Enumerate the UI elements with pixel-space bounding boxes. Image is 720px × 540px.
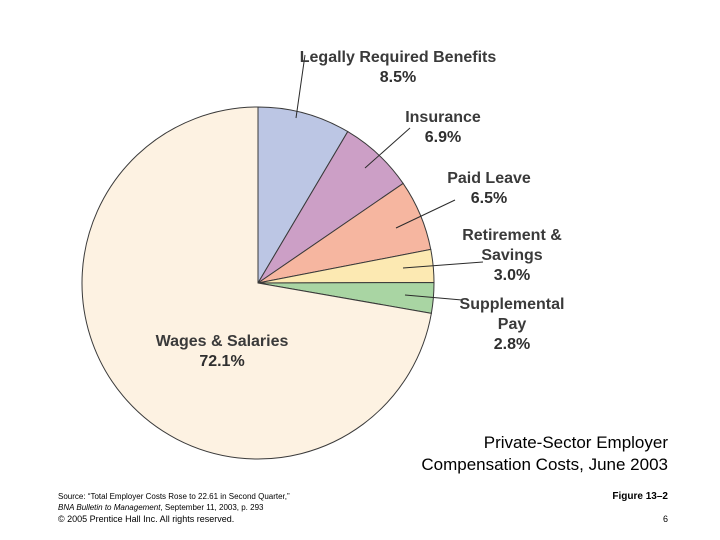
page-number: 6 bbox=[662, 514, 668, 524]
slice-value-label: 3.0% bbox=[494, 267, 530, 284]
slice-value-label: 8.5% bbox=[380, 69, 416, 86]
slice-label-text: Savings bbox=[481, 247, 542, 264]
slice-label-text: Supplemental bbox=[460, 296, 565, 313]
slice-labels: Legally Required Benefits 8.5% Insurance 6.… bbox=[156, 49, 565, 370]
chart-title-line-1: Private-Sector Employer bbox=[483, 433, 668, 452]
slice-label-insurance: Insurance 6.9% bbox=[405, 109, 481, 146]
slice-label-legally-required-benefits: Legally Required Benefits 8.5% bbox=[300, 49, 497, 86]
leader-line-retirement-savings bbox=[402, 261, 484, 269]
source-publication: BNA Bulletin to Management bbox=[58, 503, 161, 512]
slice-value-label: 72.1% bbox=[199, 353, 244, 370]
slice-value-label: 2.8% bbox=[494, 336, 530, 353]
chart-title-line-2: Compensation Costs, June 2003 bbox=[421, 455, 668, 474]
slice-label-text: Retirement & bbox=[462, 227, 562, 244]
chart-title: Private-Sector Employer Compensation Cos… bbox=[348, 432, 668, 476]
copyright-notice: © 2005 Prentice Hall Inc. All rights res… bbox=[58, 514, 235, 524]
slice-label-supplemental-pay: Supplemental Pay 2.8% bbox=[460, 296, 565, 353]
leader-lines bbox=[295, 54, 484, 301]
figure-number: Figure 13–2 bbox=[612, 491, 668, 502]
leader-line-legally-required-benefits bbox=[295, 54, 306, 119]
leader-line-supplemental-pay bbox=[404, 294, 463, 301]
slice-label-text: Paid Leave bbox=[447, 170, 531, 187]
slice-label-retirement-savings: Retirement & Savings 3.0% bbox=[462, 227, 562, 284]
leader-line-paid-leave bbox=[395, 199, 456, 229]
source-text: Source: “Total Employer Costs Rose to 22… bbox=[58, 492, 290, 501]
pie-slice-wages-salaries bbox=[81, 106, 432, 460]
pie-slice-legally-required-benefits bbox=[257, 106, 349, 285]
slice-label-paid-leave: Paid Leave 6.5% bbox=[447, 170, 531, 207]
slice-label-text: Insurance bbox=[405, 109, 481, 126]
slice-label-text: Pay bbox=[498, 316, 527, 333]
slice-value-label: 6.5% bbox=[471, 190, 507, 207]
slice-value-label: 6.9% bbox=[425, 129, 461, 146]
slice-label-text: Legally Required Benefits bbox=[300, 49, 497, 66]
leader-line-insurance bbox=[364, 127, 411, 169]
source-citation: Source: “Total Employer Costs Rose to 22… bbox=[58, 491, 378, 513]
pie-slices bbox=[81, 106, 435, 460]
slice-label-wages-salaries: Wages & Salaries 72.1% bbox=[156, 333, 289, 370]
pie-chart: Legally Required Benefits 8.5% Insurance 6.… bbox=[81, 49, 565, 460]
slice-label-text: Wages & Salaries bbox=[156, 333, 289, 350]
source-details: , September 11, 2003, p. 293 bbox=[160, 503, 264, 512]
